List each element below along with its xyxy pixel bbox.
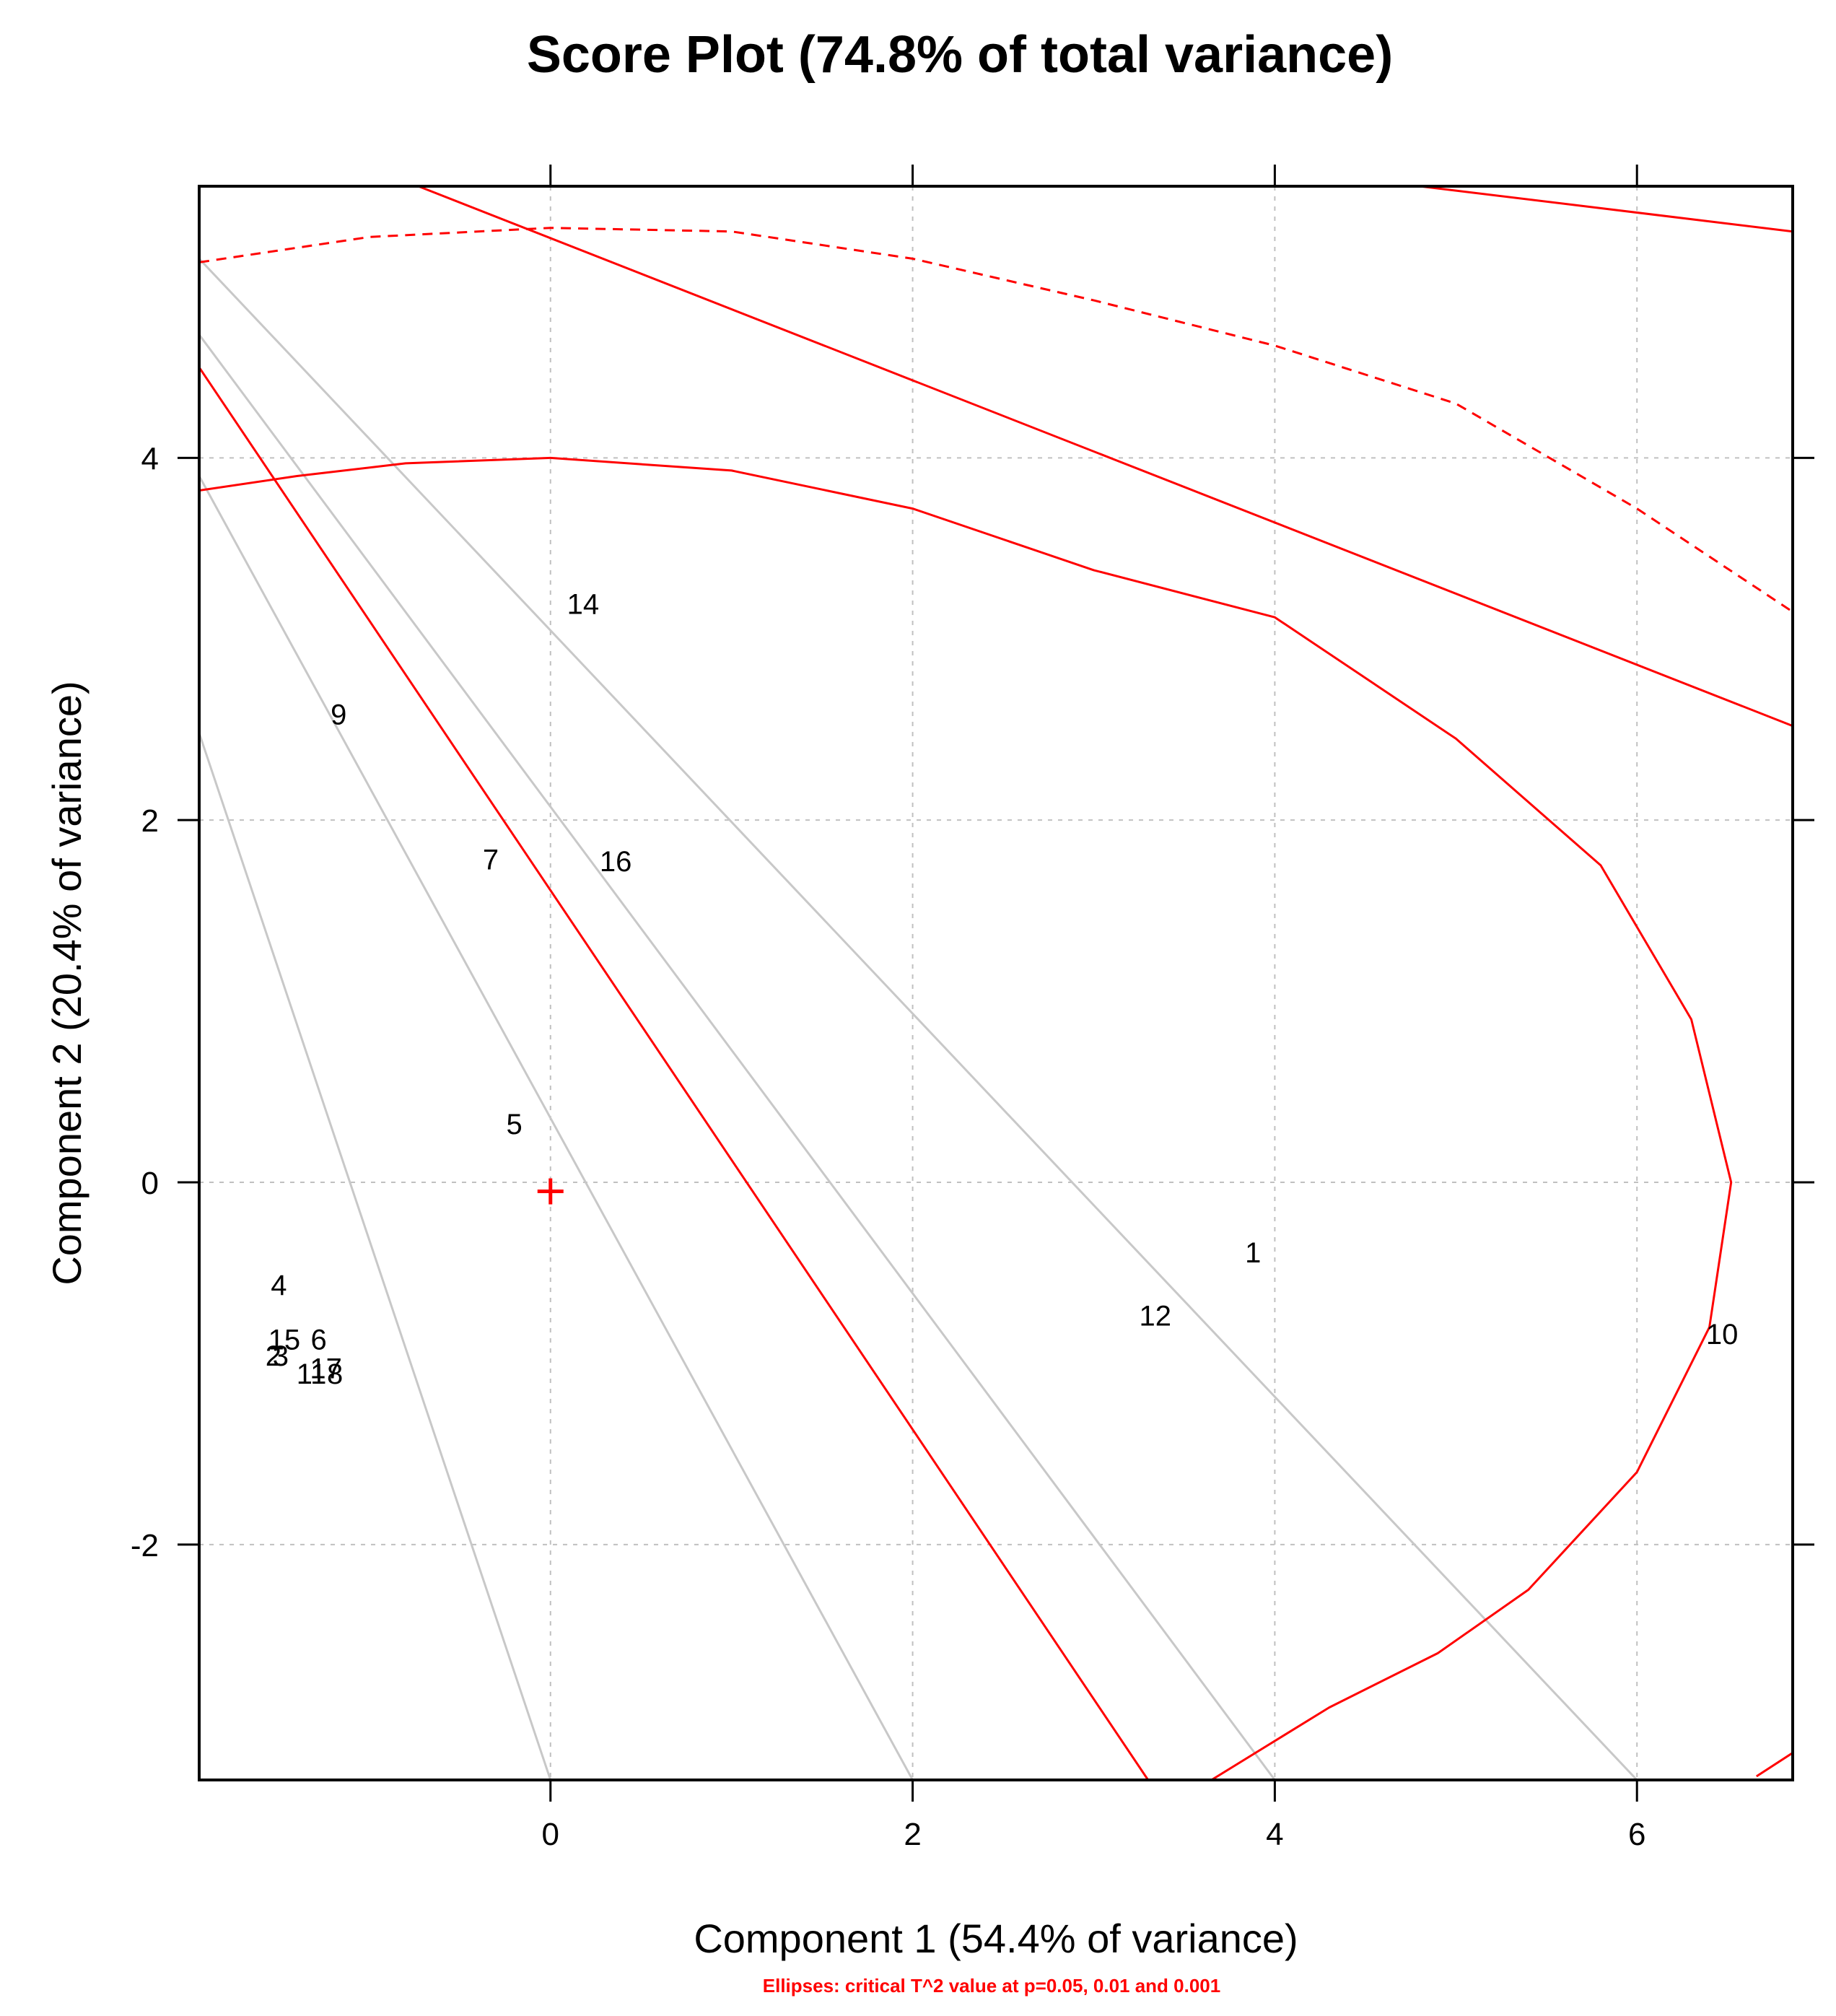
center-marker: [537, 1178, 564, 1205]
point-label-5: 5: [506, 1109, 522, 1140]
reference-line: [199, 258, 1638, 1780]
point-label-1: 1: [1245, 1237, 1261, 1269]
point-label-2: 2: [266, 1340, 281, 1372]
ellipse-caption: Ellipses: critical T^2 value at p=0.05, …: [763, 1975, 1220, 1997]
y-tick-label: 2: [141, 803, 159, 839]
point-label-16: 16: [600, 846, 632, 878]
x-tick-label: 2: [904, 1817, 921, 1852]
point-label-8: 8: [327, 1358, 343, 1390]
ellipse-boundary-line: [199, 367, 1150, 1780]
x-tick-label: 0: [542, 1817, 559, 1852]
point-label-17: 17: [310, 1353, 342, 1385]
ellipse-p0001: [1755, 1752, 1793, 1778]
y-tick-label: 0: [141, 1166, 159, 1201]
point-label-6: 6: [310, 1324, 326, 1356]
point-label-15: 15: [268, 1324, 301, 1356]
ellipse-p005: [199, 456, 1733, 1780]
confidence-ellipses: [199, 186, 1793, 1780]
point-label-4: 4: [271, 1270, 287, 1301]
reference-line: [199, 475, 914, 1780]
reference-line: [199, 333, 1276, 1780]
x-tick-label: 4: [1266, 1817, 1283, 1852]
point-label-7: 7: [483, 844, 499, 876]
reference-lines: [199, 258, 1638, 1780]
grid-lines: [199, 186, 1793, 1780]
y-axis-label: Component 2 (20.4% of variance): [44, 681, 89, 1285]
point-label-14: 14: [567, 589, 600, 621]
point-label-12: 12: [1140, 1301, 1172, 1332]
point-label-9: 9: [331, 699, 346, 731]
plot-frame: [198, 185, 1794, 1781]
y-tick-label: 4: [141, 441, 159, 476]
x-axis-label: Component 1 (54.4% of variance): [694, 1916, 1298, 1961]
point-label-10: 10: [1706, 1319, 1739, 1350]
point-label-11: 11: [297, 1358, 327, 1390]
ellipse-p001: [199, 227, 1793, 613]
point-label-3: 3: [273, 1340, 289, 1372]
chart-title: Score Plot (74.8% of total variance): [527, 26, 1393, 84]
y-tick-label: -2: [131, 1528, 159, 1563]
ellipse-boundary-line: [1419, 186, 1793, 233]
x-tick-label: 6: [1628, 1817, 1645, 1852]
ellipse-boundary-line: [418, 186, 1793, 728]
reference-line: [199, 733, 552, 1780]
